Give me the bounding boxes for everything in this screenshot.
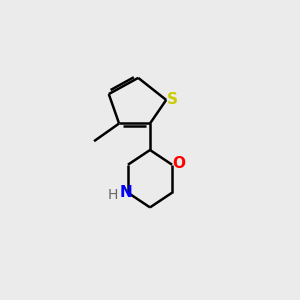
Text: O: O xyxy=(172,156,185,171)
Text: S: S xyxy=(167,92,178,107)
Text: N: N xyxy=(120,185,133,200)
Text: H: H xyxy=(108,188,119,202)
